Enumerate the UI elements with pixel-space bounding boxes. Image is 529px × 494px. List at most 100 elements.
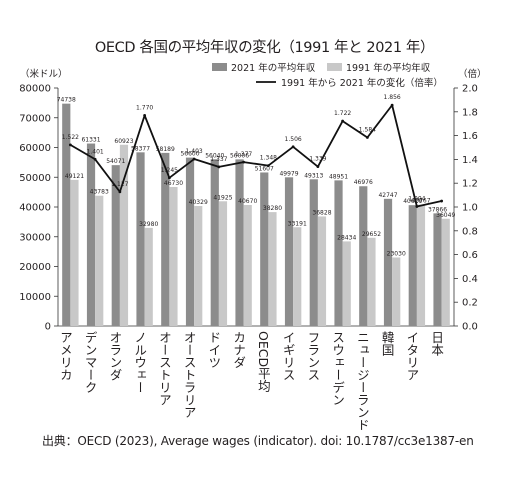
bar-1991-value-label: 43783 [90, 189, 109, 196]
ratio-value-label: 1.004 [408, 196, 425, 203]
legend-swatch-2021 [212, 63, 227, 71]
bar-2021-value-label: 58189 [156, 146, 175, 153]
axes: 0 10000 20000 30000 40000 50000 60000 70000 8000… [19, 68, 486, 333]
category-label: イギリス [281, 331, 296, 381]
legend-label-2021: 2021 年の平均年収 [231, 62, 316, 74]
bar-1991 [70, 179, 79, 326]
bar-2021 [185, 157, 195, 326]
category-label: イタリア [404, 331, 419, 381]
bar-2021-value-label: 58377 [131, 145, 150, 152]
y-tick-left-label: 60000 [19, 143, 51, 154]
bar-1991-value-label: 46730 [164, 180, 183, 187]
legend: 2021 年の平均年収 1991 年の平均年収 1991 年から 2021 年の変化… [212, 62, 443, 89]
ratio-point [167, 176, 171, 180]
bar-2021 [260, 172, 269, 326]
ratio-value-label: 1.245 [161, 167, 178, 174]
source-note: 出典：OECD (2023), Average wages (indicator… [42, 434, 474, 448]
bar-1991 [392, 257, 401, 326]
bar-1991 [293, 227, 302, 326]
bar-2021 [161, 152, 170, 326]
y-tick-left-label: 30000 [19, 232, 51, 243]
category-label: ドイツ [206, 331, 221, 369]
category-labels: アメリカ デンマーク オランダ ノルウェー オーストリア オーストラリア ドイツ カナダ OEC… [58, 331, 444, 431]
ratio-point [93, 157, 97, 161]
ratio-point [365, 136, 369, 139]
ratio-value-label: 1.403 [186, 148, 203, 155]
ratio-line: 1.522 1.401 1.127 1.770 1.245 1.403 1.337 1.377… [62, 94, 444, 208]
bar-2021 [408, 205, 417, 326]
bar-2021-value-label: 56040 [205, 152, 224, 159]
y-tick-right-label: 0.8 [462, 226, 478, 237]
y-tick-left-label: 0 [45, 322, 51, 333]
y-tick-left-label: 80000 [19, 84, 51, 95]
bar-1991 [268, 212, 277, 326]
y-axis-left-unit: （米ドル） [20, 68, 68, 80]
ratio-point [68, 143, 72, 147]
bar-1991 [342, 241, 351, 326]
bar-1991-value-label: 29652 [362, 231, 381, 238]
category-label: 日本 [429, 331, 444, 357]
bar-1991-value-label: 40767 [411, 198, 430, 205]
bar-2021-value-label: 49979 [279, 170, 298, 177]
bar-1991 [119, 144, 129, 326]
category-label: 韓国 [380, 331, 395, 356]
bar-2021-value-label: 51607 [255, 165, 274, 172]
y-tick-right-label: 1.4 [462, 155, 478, 166]
ratio-value-label: 1.377 [235, 151, 252, 158]
ratio-point [143, 113, 147, 117]
y-tick-right-label: 2.0 [462, 84, 478, 95]
ratio-point [118, 190, 122, 194]
category-label: フランス [305, 331, 320, 381]
bar-1991-value-label: 40329 [189, 199, 208, 206]
bar-1991 [243, 205, 252, 326]
bar-2021 [62, 103, 71, 326]
bar-1991 [169, 186, 178, 326]
y-axis-right-unit: （倍） [458, 68, 487, 80]
ratio-value-label: 1.722 [334, 110, 351, 117]
category-label: ニュージーランド [355, 331, 370, 431]
bar-2021-value-label: 74738 [57, 97, 76, 104]
category-label: デンマーク [83, 331, 98, 394]
y-tick-right-label: 1.6 [462, 131, 478, 142]
bar-2021 [383, 198, 393, 326]
y-tick-right-label: 1.8 [462, 107, 478, 118]
bar-2021 [334, 180, 343, 326]
bar-2021 [136, 152, 145, 326]
y-tick-left-label: 70000 [19, 113, 51, 124]
ratio-point [192, 157, 196, 161]
category-label: カナダ [231, 331, 246, 369]
ratio-point [415, 205, 419, 208]
bar-2021 [86, 143, 96, 326]
bar-2021 [309, 179, 318, 326]
bar-1991-value-label: 40670 [238, 198, 257, 205]
bar-1991-value-label: 23030 [387, 250, 406, 257]
bar-1991-value-label: 28434 [337, 234, 356, 241]
bar-2021 [359, 186, 368, 326]
category-label: ノルウェー [132, 331, 147, 394]
category-label: OECD平均 [256, 331, 271, 393]
y-tick-right-label: 1.0 [462, 203, 478, 214]
y-tick-left-label: 10000 [19, 292, 51, 303]
ratio-point [316, 165, 320, 169]
y-tick-left-label: 20000 [19, 262, 51, 273]
y-tick-left-label: 50000 [19, 173, 51, 184]
bar-1991-value-label: 36828 [312, 209, 331, 216]
bar-2021-value-label: 48951 [329, 173, 348, 180]
bar-1991-value-label: 33191 [288, 220, 307, 227]
ratio-point [291, 145, 295, 149]
category-label: オーストラリア [182, 331, 197, 419]
category-label: オーストリア [157, 331, 172, 406]
y-tick-right-label: 0.2 [462, 298, 478, 309]
legend-label-ratio: 1991 年から 2021 年の変化（倍率） [281, 77, 443, 89]
ratio-value-label: 1.770 [136, 104, 153, 111]
category-label: アメリカ [58, 331, 73, 381]
bar-2021-value-label: 54071 [106, 158, 125, 165]
category-label: オランダ [107, 331, 122, 381]
bar-2021-value-label: 56006 [230, 152, 249, 159]
bar-2021 [433, 213, 442, 326]
ratio-value-label: 1.339 [309, 156, 326, 163]
ratio-value-label: 1.127 [111, 181, 128, 188]
bar-1991-value-label: 49121 [65, 173, 84, 180]
ratio-point [242, 160, 246, 164]
ratio-point [266, 164, 270, 167]
